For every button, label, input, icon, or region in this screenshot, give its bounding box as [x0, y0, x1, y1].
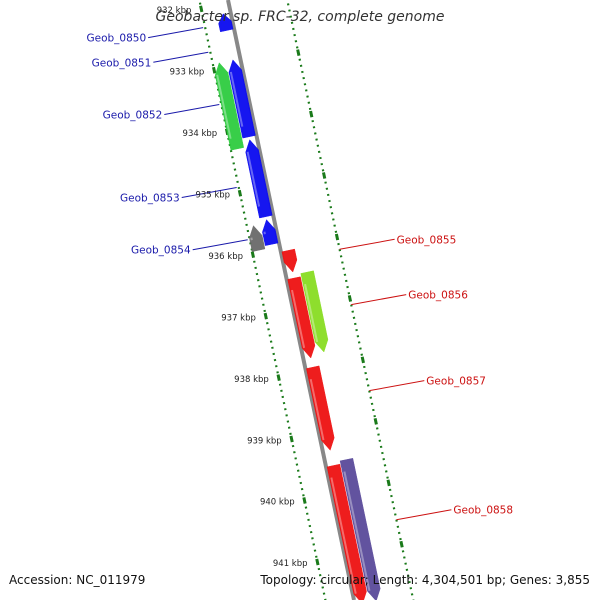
- label-leader-line: [148, 27, 204, 39]
- gene-highlight: [343, 471, 371, 592]
- gene-label[interactable]: Geob_0854: [131, 245, 191, 257]
- tick-label: 937 kbp: [221, 313, 256, 323]
- gene-arrow[interactable]: [228, 59, 256, 139]
- gene-label[interactable]: Geob_0852: [103, 110, 163, 122]
- tick-label: 932 kbp: [157, 6, 192, 16]
- tick-label: 941 kbp: [273, 559, 308, 569]
- label-leader-line: [181, 186, 237, 198]
- gene-arrow[interactable]: [281, 248, 298, 273]
- label-leader-line: [339, 238, 395, 250]
- ruler-tick: [373, 417, 378, 425]
- gene-label[interactable]: Geob_0851: [92, 57, 152, 69]
- genome-title: Geobacter sp. FRC-32, complete genome: [155, 9, 445, 25]
- ruler-tick: [199, 5, 204, 13]
- gene-label[interactable]: Geob_0850: [86, 33, 146, 45]
- tick-labels: 932 kbp 933 kbp 934 kbp 935 kbp 936 kbp 937 k…: [157, 6, 308, 569]
- tick-label: 940 kbp: [260, 498, 295, 508]
- accession-text: Accession: NC_011979: [9, 573, 146, 587]
- gene-highlight: [309, 378, 325, 441]
- ruler-tick: [296, 49, 301, 56]
- gene-highlight: [263, 231, 266, 235]
- gene-arrow[interactable]: [245, 139, 273, 219]
- ruler-tick: [212, 66, 217, 74]
- ruler-tick: [302, 497, 307, 504]
- ruler-tick: [263, 312, 268, 320]
- gene-labels: Geob_0850 Geob_0851 Geob_0852 Geob_0853 Geob…: [86, 27, 513, 521]
- gene-label[interactable]: Geob_0858: [453, 505, 513, 517]
- gene-arrow[interactable]: [306, 365, 335, 451]
- ruler-tick: [360, 356, 365, 364]
- gene-highlight: [216, 74, 232, 139]
- gene-highlight: [229, 71, 244, 127]
- tick-label: 934 kbp: [183, 129, 218, 139]
- tick-label: 935 kbp: [195, 190, 230, 200]
- label-leader-line: [351, 294, 407, 306]
- gene-label[interactable]: Geob_0853: [120, 192, 180, 204]
- ruler-tick: [250, 251, 255, 259]
- ruler-tick: [289, 435, 294, 443]
- genome-backbone: [226, 0, 356, 600]
- gene-arrow[interactable]: [262, 219, 279, 246]
- ruler-tick: [237, 189, 243, 197]
- ruler-tick: [309, 110, 314, 118]
- gene-label[interactable]: Geob_0856: [408, 290, 468, 302]
- ruler-tick: [276, 374, 281, 381]
- ruler-tick: [386, 479, 391, 487]
- gene-arrow[interactable]: [218, 13, 234, 33]
- ruler-tick: [347, 295, 353, 302]
- gene-highlight: [304, 283, 319, 343]
- ruler-tick: [322, 172, 327, 179]
- gene-highlight: [250, 237, 253, 241]
- tick-label: 939 kbp: [247, 436, 282, 446]
- label-leader-line: [153, 51, 209, 63]
- gene-arrow[interactable]: [214, 62, 244, 151]
- label-leader-line: [396, 509, 452, 521]
- gene-label[interactable]: Geob_0857: [426, 376, 486, 388]
- genome-summary-text: Topology: circular; Length: 4,304,501 bp…: [260, 573, 590, 587]
- ruler-tick: [315, 558, 320, 566]
- gene-arrow[interactable]: [339, 458, 381, 600]
- label-leader-line: [369, 380, 425, 392]
- gene-highlight: [330, 477, 357, 594]
- gene-highlight: [291, 289, 306, 349]
- label-leader-line: [192, 239, 248, 251]
- gene-arrow[interactable]: [326, 463, 367, 600]
- label-leader-line: [164, 104, 220, 115]
- gene-arrow[interactable]: [287, 276, 316, 359]
- tick-label: 938 kbp: [234, 375, 269, 385]
- tick-label: 936 kbp: [208, 252, 243, 262]
- tick-label: 933 kbp: [170, 68, 205, 78]
- gene-track: [214, 13, 381, 600]
- gene-arrow[interactable]: [249, 225, 266, 252]
- gene-arrow[interactable]: [300, 270, 329, 353]
- gene-label[interactable]: Geob_0855: [397, 234, 457, 246]
- gene-highlight: [246, 151, 261, 207]
- ruler-tick: [334, 233, 340, 241]
- ruler-tick: [399, 540, 404, 548]
- ruler-right: [286, 3, 415, 600]
